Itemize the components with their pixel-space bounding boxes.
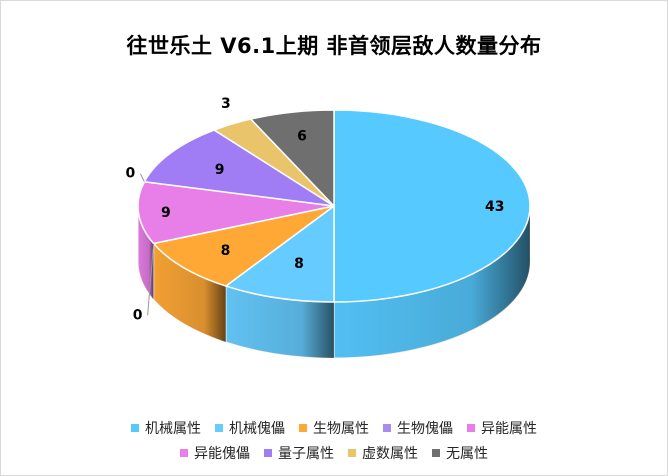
legend-label-7: 虚数属性 [362, 446, 418, 462]
leader-line-5 [139, 173, 145, 182]
legend-swatch-7 [348, 449, 356, 457]
legend-item-3: 生物傀儡 [383, 418, 453, 438]
leader-line-3 [147, 243, 155, 316]
pie-slice-1 [224, 204, 335, 303]
legend-swatch-8 [432, 449, 440, 457]
pie-slice-4 [137, 180, 335, 245]
legend-swatch-5 [180, 449, 188, 457]
legend-label-2: 生物属性 [313, 421, 369, 437]
data-label-1: 8 [294, 256, 304, 272]
data-label-8: 6 [297, 129, 307, 145]
legend-item-8: 无属性 [432, 443, 488, 463]
legend-item-2: 生物属性 [299, 418, 369, 438]
data-label-3: 0 [133, 308, 143, 324]
pie-slice-0 [333, 109, 531, 303]
legend-item-0: 机械属性 [131, 418, 201, 438]
legend-swatch-3 [383, 424, 391, 432]
legend-label-8: 无属性 [446, 446, 488, 462]
data-label-4: 9 [161, 205, 171, 221]
legend-swatch-1 [215, 424, 223, 432]
legend-swatch-2 [299, 424, 307, 432]
pie-slice-6 [143, 129, 335, 207]
pie-side-shade-2 [153, 243, 226, 343]
legend-swatch-6 [264, 449, 272, 457]
legend-item-7: 虚数属性 [348, 443, 418, 463]
pie-side-shade-0 [334, 206, 530, 358]
pie-slice-2 [152, 205, 335, 287]
pie-side-shade-4 [138, 206, 154, 300]
legend-label-4: 异能属性 [481, 421, 537, 437]
pie-side-shade-1 [225, 286, 334, 358]
legend-item-6: 量子属性 [264, 443, 334, 463]
legend-label-5: 异能傀儡 [194, 446, 250, 462]
chart-title: 往世乐土 V6.1上期 非首领层敌人数量分布 [126, 34, 542, 58]
legend-label-1: 机械傀儡 [229, 421, 285, 437]
pie-slice-8 [249, 109, 335, 208]
legend-label-3: 生物傀儡 [397, 421, 453, 437]
legend-swatch-4 [467, 424, 475, 432]
data-label-7: 3 [221, 96, 231, 112]
legend-swatch-0 [131, 424, 139, 432]
legend-item-4: 异能属性 [467, 418, 537, 438]
legend-item-1: 机械傀儡 [215, 418, 285, 438]
legend-label-6: 量子属性 [278, 446, 334, 462]
legend-label-0: 机械属性 [145, 421, 201, 437]
data-label-2: 8 [221, 243, 231, 259]
data-label-5: 0 [125, 166, 135, 182]
data-label-0: 43 [485, 199, 504, 215]
data-label-6: 9 [215, 162, 225, 178]
legend-item-5: 异能傀儡 [180, 443, 250, 463]
